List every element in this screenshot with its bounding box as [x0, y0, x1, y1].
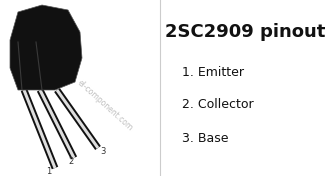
Text: 2. Collector: 2. Collector: [182, 99, 254, 112]
Text: 1. Emitter: 1. Emitter: [182, 65, 244, 78]
Text: el-component.com: el-component.com: [75, 78, 134, 132]
Polygon shape: [10, 5, 82, 90]
Text: 2: 2: [69, 156, 73, 165]
Text: 3. Base: 3. Base: [182, 131, 228, 144]
Text: 2SC2909 pinout: 2SC2909 pinout: [165, 23, 325, 41]
Text: 1: 1: [46, 166, 52, 175]
Text: 3: 3: [100, 146, 106, 156]
